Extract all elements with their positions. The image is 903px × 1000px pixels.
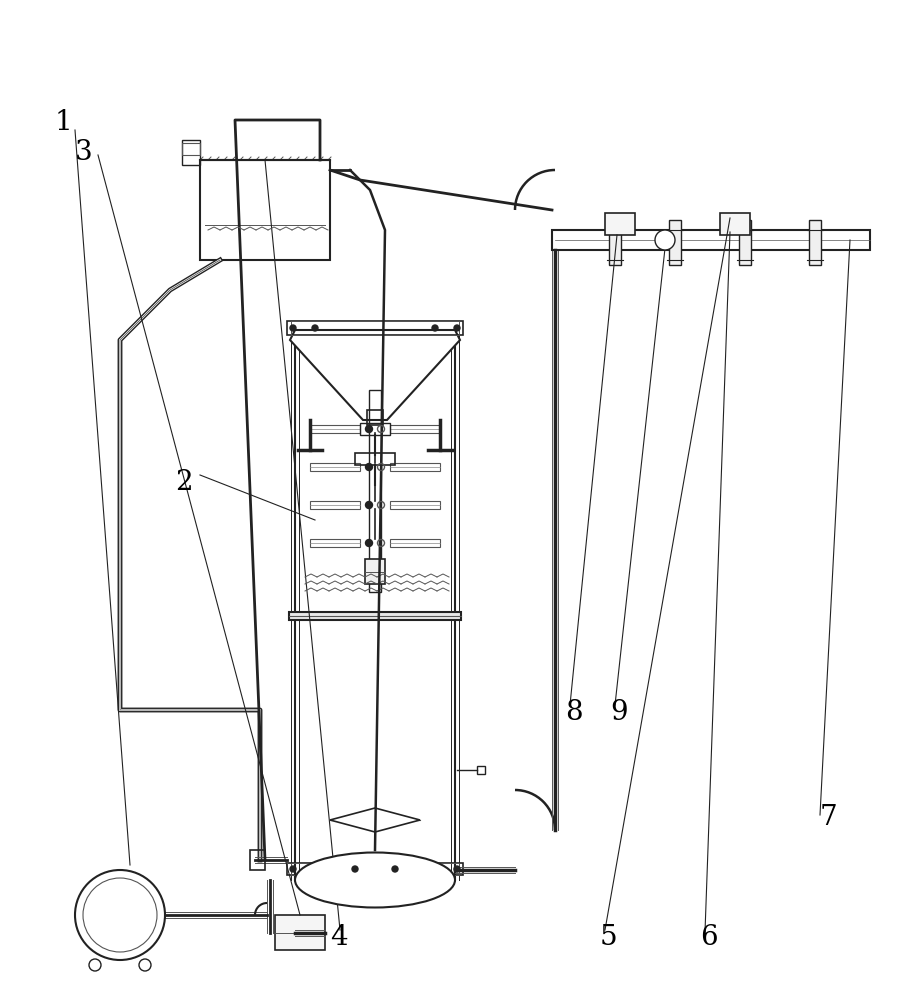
Bar [182,143,200,155]
Text: 9: 9 [610,699,627,726]
Bar [291,321,459,335]
Bar [286,863,462,875]
Text: 2: 2 [175,469,192,496]
Bar [604,213,634,235]
Bar [389,539,440,547]
Text: 3: 3 [75,139,92,166]
Circle shape [365,426,372,432]
Bar [250,850,265,870]
Bar [291,863,459,875]
Circle shape [432,325,438,331]
Circle shape [365,540,372,546]
Circle shape [351,866,358,872]
Bar [389,463,440,471]
Bar [365,559,385,584]
Circle shape [312,325,318,331]
Circle shape [365,464,372,471]
Bar [289,612,461,620]
Bar [368,390,380,592]
Bar [310,425,359,433]
Text: 4: 4 [330,924,348,951]
Circle shape [88,959,101,971]
Bar [275,915,325,950]
Circle shape [453,866,460,872]
Circle shape [75,870,165,960]
Bar [286,321,462,335]
Text: 7: 7 [819,804,837,831]
Bar [808,220,820,265]
Bar [310,539,359,547]
Polygon shape [290,330,460,420]
Circle shape [290,325,295,331]
Bar [738,220,750,265]
Circle shape [453,325,460,331]
Circle shape [365,502,372,508]
Bar [367,410,383,425]
Text: 8: 8 [564,699,582,726]
Bar [310,463,359,471]
Bar [389,501,440,509]
Ellipse shape [294,852,454,908]
Bar [719,213,749,235]
Bar [102,897,138,933]
Bar [477,766,485,774]
Text: 6: 6 [699,924,717,951]
Circle shape [392,866,397,872]
Bar [389,425,440,433]
Bar [310,501,359,509]
Circle shape [290,866,295,872]
Polygon shape [330,808,420,832]
Bar [609,220,620,265]
Bar [355,453,395,465]
Circle shape [139,959,151,971]
Bar [200,160,330,260]
Bar [668,220,680,265]
Bar [182,140,200,165]
Bar [359,423,389,435]
Circle shape [655,230,675,250]
Bar [552,230,869,250]
Text: 1: 1 [55,109,72,136]
Text: 5: 5 [600,924,617,951]
